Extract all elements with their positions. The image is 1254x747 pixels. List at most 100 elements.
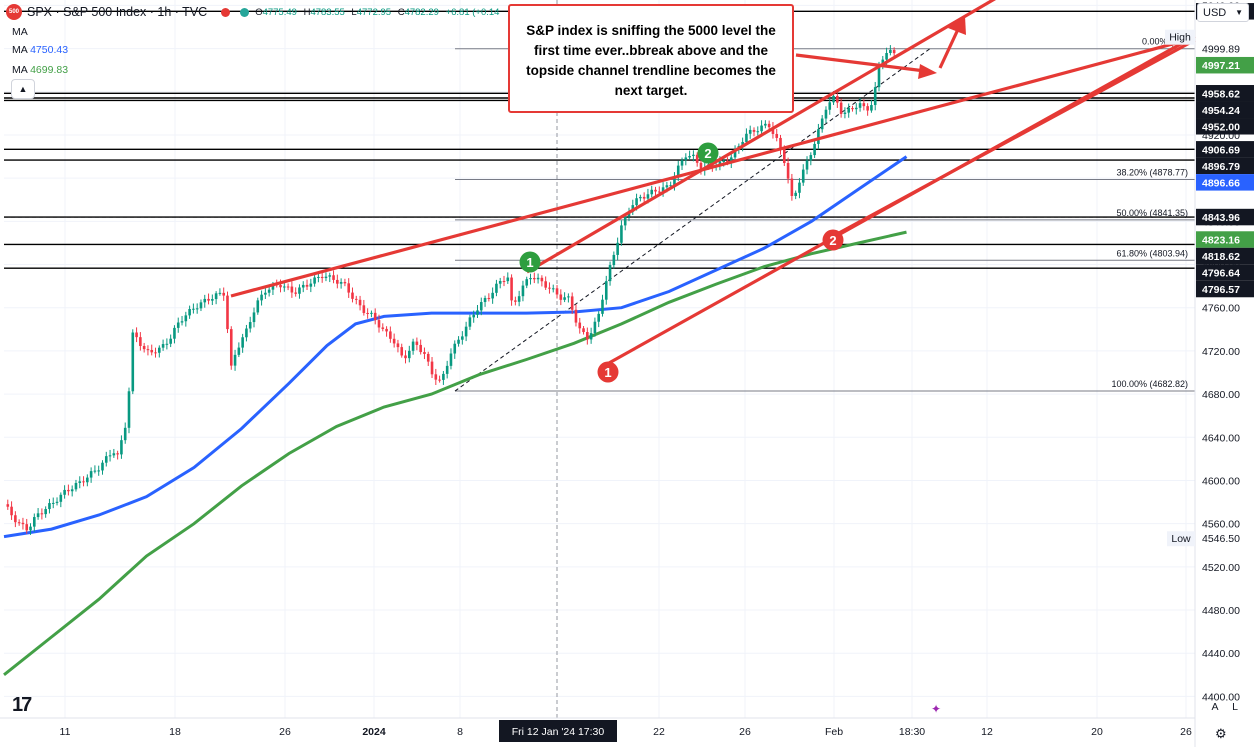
candle-body <box>786 162 790 179</box>
candle-body <box>17 522 21 524</box>
candle-body <box>14 515 17 523</box>
annotation-callout[interactable]: S&P index is sniffing the 5000 level the… <box>508 4 794 113</box>
candle-body <box>139 337 142 346</box>
ma-volume-row[interactable]: MA <box>12 26 28 38</box>
gear-icon[interactable]: ⚙ <box>1215 726 1227 741</box>
candle-body <box>123 427 127 441</box>
moving-averages <box>3 155 908 676</box>
candle-body <box>434 374 438 380</box>
candle-body <box>650 189 654 195</box>
candle-body <box>832 95 835 103</box>
candle-body <box>324 276 328 279</box>
candle-body <box>873 87 877 106</box>
candle-body <box>578 322 582 329</box>
candle-body <box>582 328 585 333</box>
close-label: C <box>397 6 405 18</box>
candle-body <box>536 277 540 280</box>
y-tick-label: 4400.00 <box>1202 691 1240 703</box>
candle-body <box>453 343 457 354</box>
x-tick-label: 26 <box>1180 726 1192 738</box>
candle-body <box>616 242 619 255</box>
candle-body <box>635 198 638 206</box>
y-tick-label: 4680.00 <box>1202 389 1240 401</box>
candle-body <box>608 265 612 282</box>
candle-body <box>555 288 559 295</box>
price-label-bg <box>1196 529 1254 547</box>
candle-body <box>161 344 165 348</box>
candle-body <box>381 327 385 329</box>
candle-body <box>870 105 873 111</box>
candle-body <box>419 344 422 353</box>
symbol-title[interactable]: SPX · S&P 500 Index · 1h · TVC <box>27 5 208 19</box>
magic-icon[interactable]: ✦ <box>931 702 942 716</box>
candle-body <box>885 53 888 60</box>
candle-body <box>426 353 430 362</box>
log-scale-button[interactable]: L <box>1232 701 1238 713</box>
price-label-bg <box>1196 208 1254 226</box>
candle-body <box>150 349 154 353</box>
high-tag-bg <box>1165 29 1195 45</box>
low-label: L <box>351 6 357 18</box>
candle-body <box>290 286 294 293</box>
callout-arrow-head <box>918 64 937 79</box>
ma1-label: MA <box>12 44 28 56</box>
trendlines[interactable] <box>230 0 1196 370</box>
ma2-value: 4699.83 <box>30 64 69 76</box>
collapse-legend-button[interactable]: ▲ <box>11 79 35 99</box>
candle-body <box>548 287 551 289</box>
candle-body <box>229 329 233 366</box>
candle-body <box>620 225 623 243</box>
candle-body <box>593 321 597 334</box>
y-tick-label: 4440.00 <box>1202 648 1240 660</box>
ma2-legend[interactable]: MA 4699.83 <box>12 64 68 76</box>
wave-label-text: 2 <box>829 233 836 248</box>
price-label: 4952.00 <box>1202 121 1240 133</box>
candle-body <box>748 129 752 134</box>
auto-scale-button[interactable]: A <box>1211 701 1219 713</box>
moving-average-line <box>3 155 908 539</box>
candle-body <box>78 481 82 483</box>
candle-body <box>559 294 563 300</box>
ma1-legend[interactable]: MA 4750.43 <box>12 44 68 56</box>
x-tick-label: 18:30 <box>899 726 925 738</box>
candle-body <box>389 331 392 339</box>
candle-body <box>612 254 616 266</box>
candle-body <box>445 365 449 374</box>
candle-body <box>514 300 517 302</box>
candle-body <box>286 286 290 288</box>
candle-body <box>67 489 70 492</box>
candle-body <box>544 281 547 288</box>
fib-level-label: 61.80% (4803.94) <box>1116 248 1188 258</box>
candle-body <box>317 276 320 278</box>
price-label: 4958.62 <box>1202 88 1240 100</box>
candle-body <box>248 322 252 329</box>
candle-body <box>639 196 642 199</box>
candle-body <box>533 278 536 280</box>
tradingview-logo[interactable]: 17 <box>12 694 32 716</box>
candle-body <box>570 296 574 310</box>
candle-body <box>25 524 29 531</box>
ma-label: MA <box>12 26 28 38</box>
x-tick-label: 18 <box>169 726 181 738</box>
candle-body <box>154 352 157 354</box>
open-value: 4775.49 <box>262 6 297 18</box>
wave-label-text: 1 <box>604 365 611 380</box>
candle-body <box>6 504 10 507</box>
candle-body <box>366 312 369 314</box>
candle-body <box>646 194 650 199</box>
candle-body <box>336 279 339 284</box>
candle-body <box>858 103 862 108</box>
currency-select[interactable]: USD ▼ <box>1197 3 1249 22</box>
x-tick-label: 20 <box>1091 726 1103 738</box>
candle-body <box>601 299 604 314</box>
candle-body <box>237 347 241 355</box>
candle-body <box>146 349 150 351</box>
fib-level-label: 38.20% (4878.77) <box>1116 167 1188 177</box>
price-label: 4954.24 <box>1202 105 1240 117</box>
candle-body <box>354 298 358 300</box>
price-label: 4843.96 <box>1202 212 1240 224</box>
crosshair-x-label: Fri 12 Jan '24 17:30 <box>512 726 605 738</box>
candle-body <box>44 509 47 515</box>
x-tick-label: 8 <box>457 726 463 738</box>
